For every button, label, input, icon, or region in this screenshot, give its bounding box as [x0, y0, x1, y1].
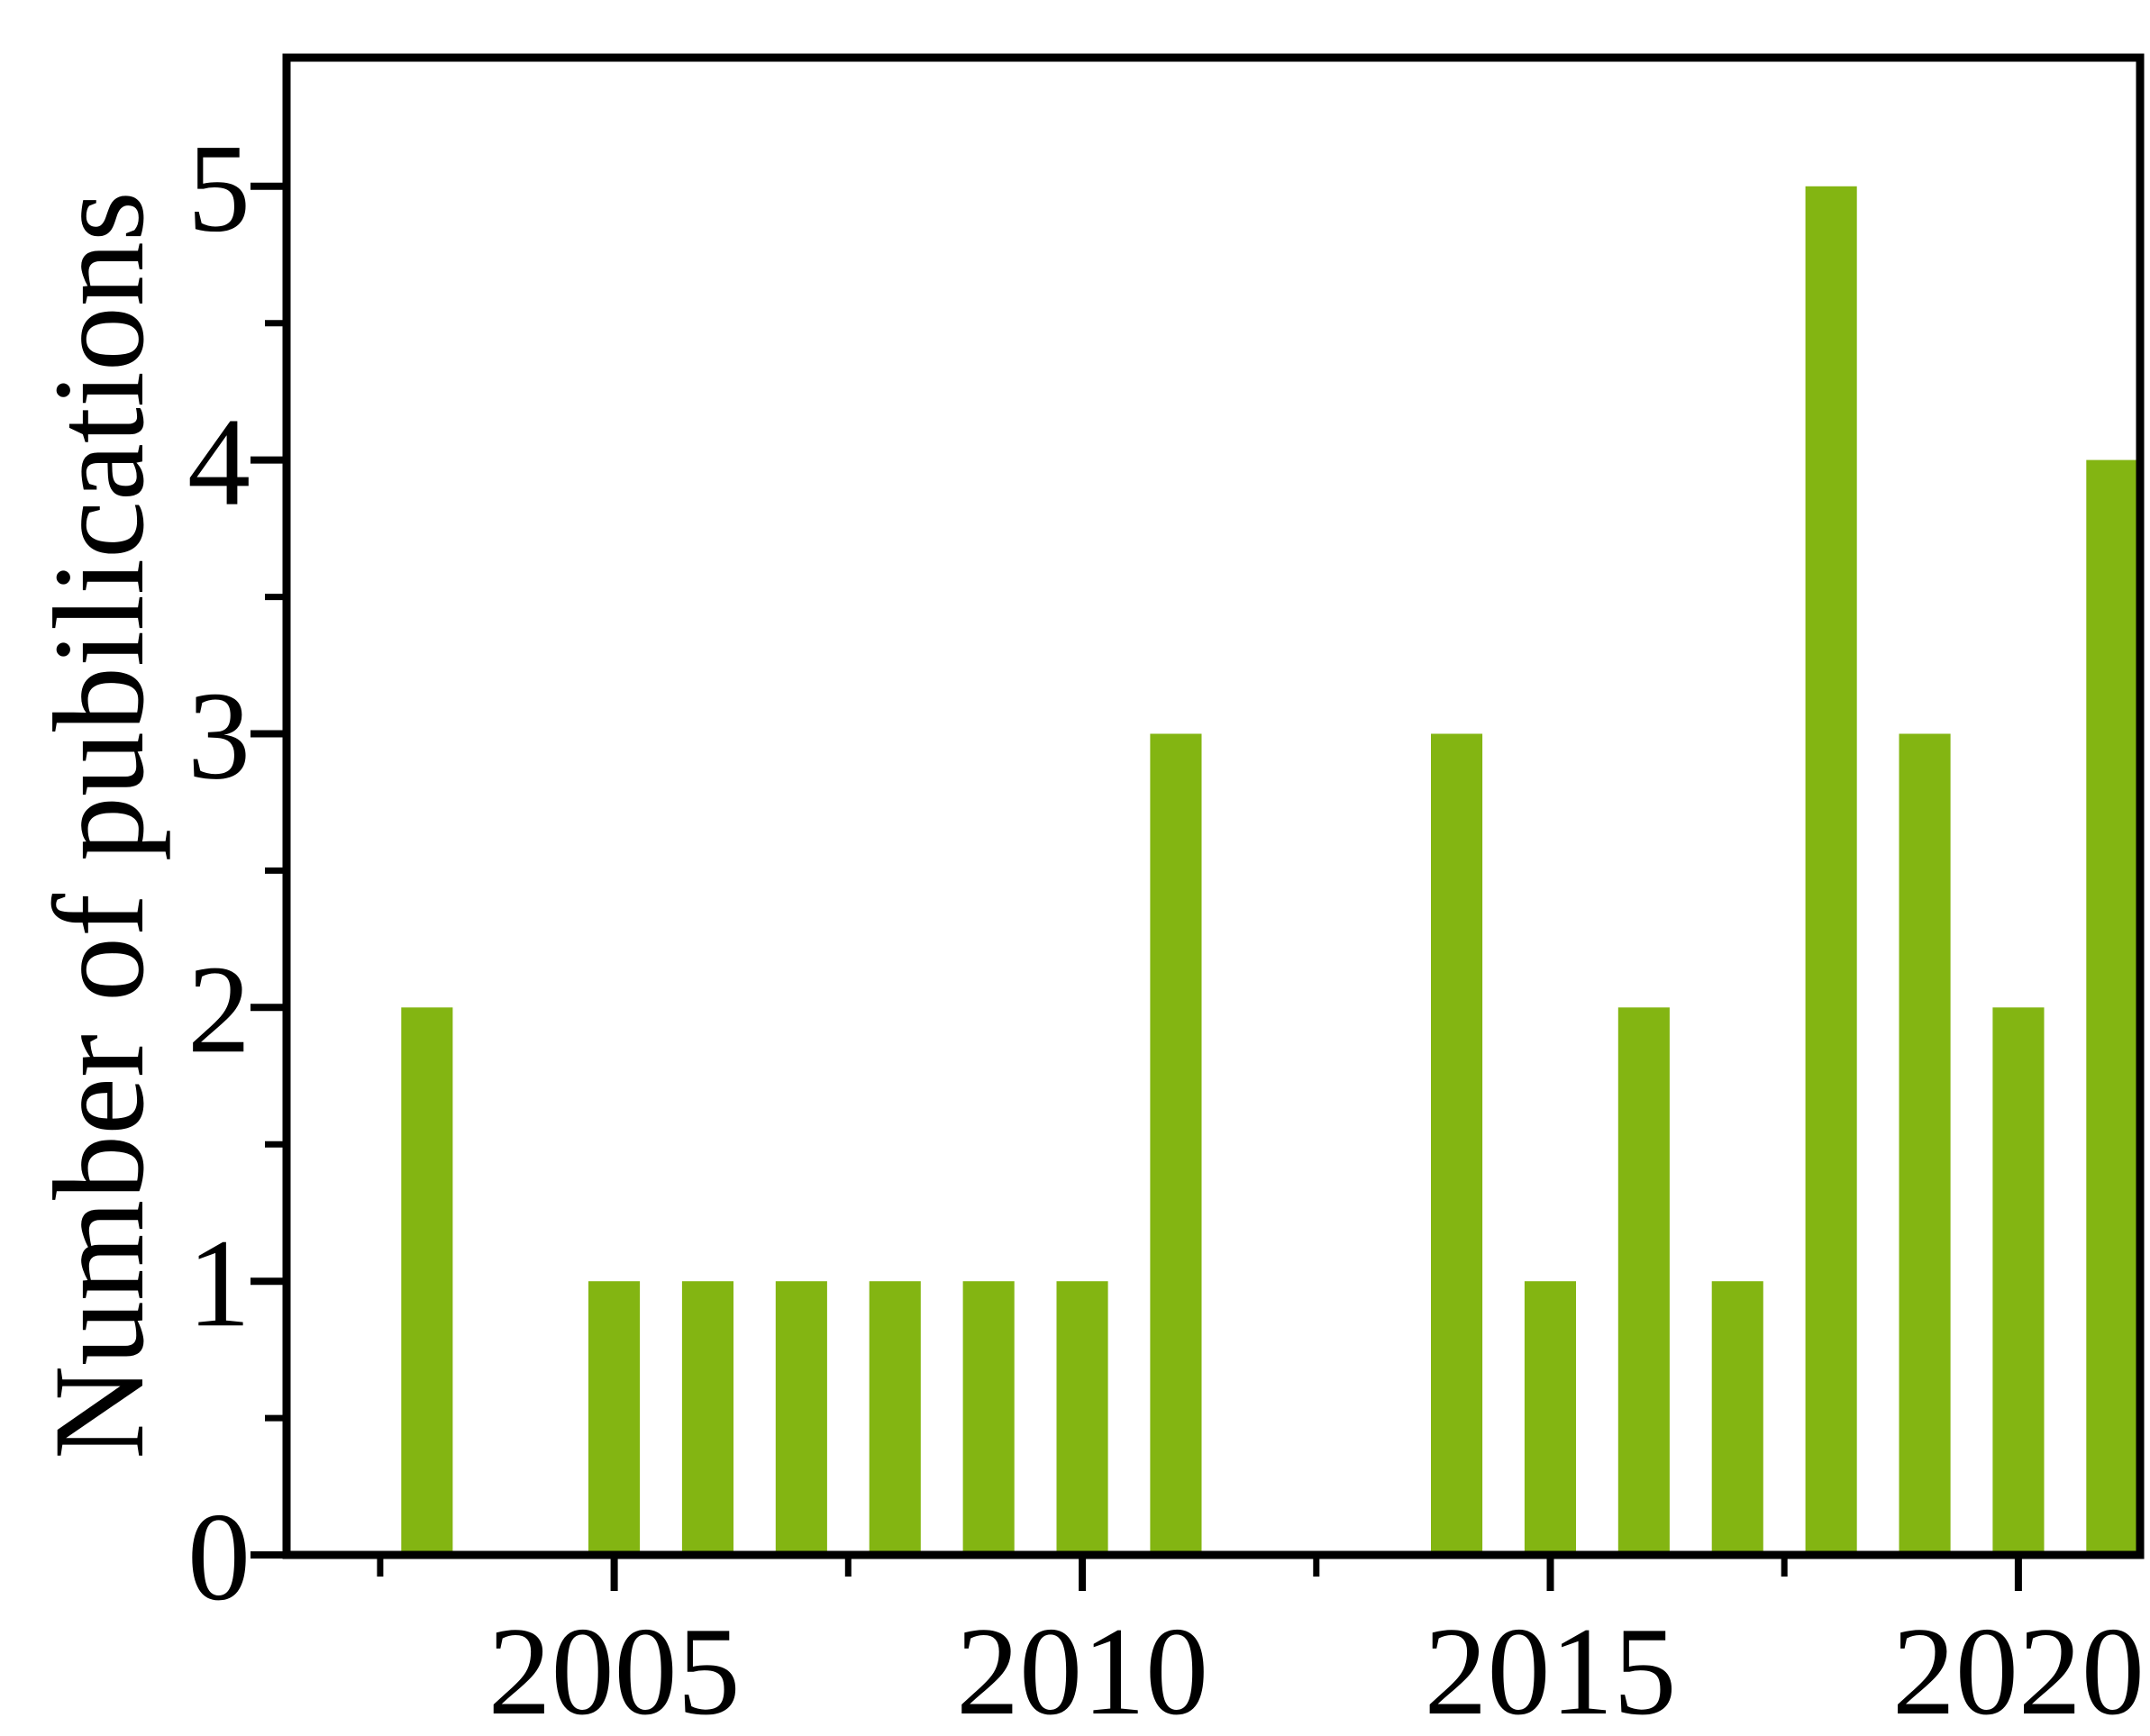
bar-2011 — [1150, 733, 1202, 1555]
bar-2020 — [1992, 1007, 2045, 1555]
bar-2015 — [1524, 1281, 1576, 1555]
bars-layer — [401, 186, 2138, 1556]
bar-2019 — [1899, 733, 1951, 1555]
bar-2007 — [775, 1281, 827, 1555]
y-tick-label-1: 1 — [187, 1213, 251, 1353]
bar-2017 — [1711, 1281, 1763, 1555]
bar-2014 — [1431, 733, 1483, 1555]
labels-layer: 2005 2010 2015 2020 0 1 2 3 4 5 — [187, 119, 2145, 1722]
y-tick-label-5: 5 — [187, 119, 251, 259]
bar-2005 — [588, 1281, 641, 1555]
bar-2010 — [1056, 1281, 1108, 1555]
plot-border — [282, 53, 2145, 1559]
bar-2008 — [869, 1281, 921, 1555]
bar-2021 — [2086, 459, 2138, 1556]
x-tick-label-2015: 2015 — [1425, 1602, 1677, 1722]
x-tick-label-2005: 2005 — [488, 1602, 741, 1722]
bar-2006 — [681, 1281, 733, 1555]
bar-2016 — [1617, 1007, 1670, 1555]
y-tick-label-0: 0 — [187, 1487, 251, 1627]
bar-2018 — [1805, 186, 1857, 1555]
y-tick-label-2: 2 — [187, 940, 251, 1079]
bar-2003 — [401, 1007, 453, 1555]
y-axis-title: Number of pubilications — [36, 191, 171, 1459]
y-tick-label-4: 4 — [187, 393, 251, 532]
chart-canvas: 2005 2010 2015 2020 0 1 2 3 4 5 Number of pubilic… — [36, 14, 2150, 1722]
publications-bar-chart: 2005 2010 2015 2020 0 1 2 3 4 5 Number of pubilic… — [36, 14, 2150, 1722]
x-tick-label-2020: 2020 — [1892, 1602, 2145, 1722]
y-tick-label-3: 3 — [187, 667, 251, 806]
bar-2009 — [962, 1281, 1015, 1555]
axes-layer — [251, 53, 2145, 1591]
x-tick-label-2010: 2010 — [956, 1602, 1208, 1722]
